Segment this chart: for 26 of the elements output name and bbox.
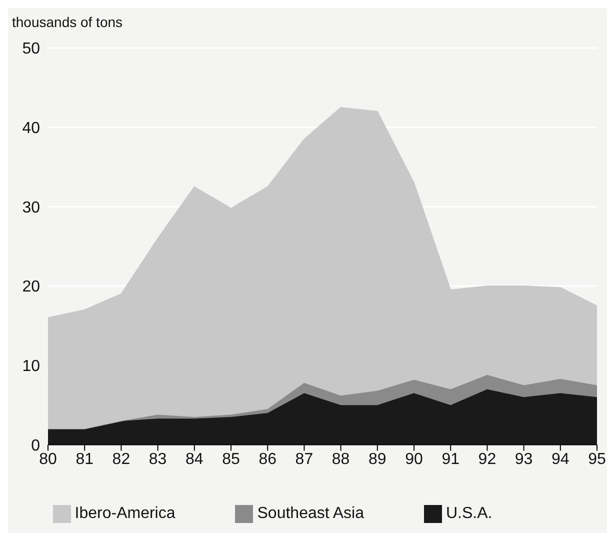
y-tick-label: 10 [22, 358, 40, 376]
y-axis-title: thousands of tons [12, 14, 123, 30]
x-tick-label: 84 [186, 451, 204, 468]
legend-label: U.S.A. [446, 505, 492, 522]
y-tick-label: 0 [31, 437, 40, 454]
x-tick-label: 90 [405, 451, 423, 468]
x-tick-label: 85 [222, 451, 240, 468]
x-tick-label: 95 [588, 451, 606, 468]
x-tick-label: 81 [76, 451, 94, 468]
x-tick-label: 82 [112, 451, 130, 468]
x-tick-label: 91 [442, 451, 460, 468]
x-tick-label: 86 [258, 451, 277, 468]
x-tick-label: 87 [295, 451, 314, 468]
y-tick-label: 20 [22, 278, 40, 296]
x-tick-label: 93 [514, 451, 533, 468]
x-tick-label: 89 [368, 451, 386, 468]
legend-label: Southeast Asia [257, 505, 364, 522]
legend-label: Ibero-America [74, 505, 176, 522]
x-tick-label: 94 [552, 451, 570, 468]
x-tick-label: 92 [478, 451, 496, 468]
x-tick-label: 88 [332, 451, 350, 468]
y-tick-label: 40 [22, 120, 40, 138]
y-tick-label: 30 [22, 199, 40, 216]
x-tick-label: 83 [148, 451, 167, 468]
y-tick-label: 50 [22, 40, 40, 58]
x-tick-label: 80 [39, 451, 57, 468]
